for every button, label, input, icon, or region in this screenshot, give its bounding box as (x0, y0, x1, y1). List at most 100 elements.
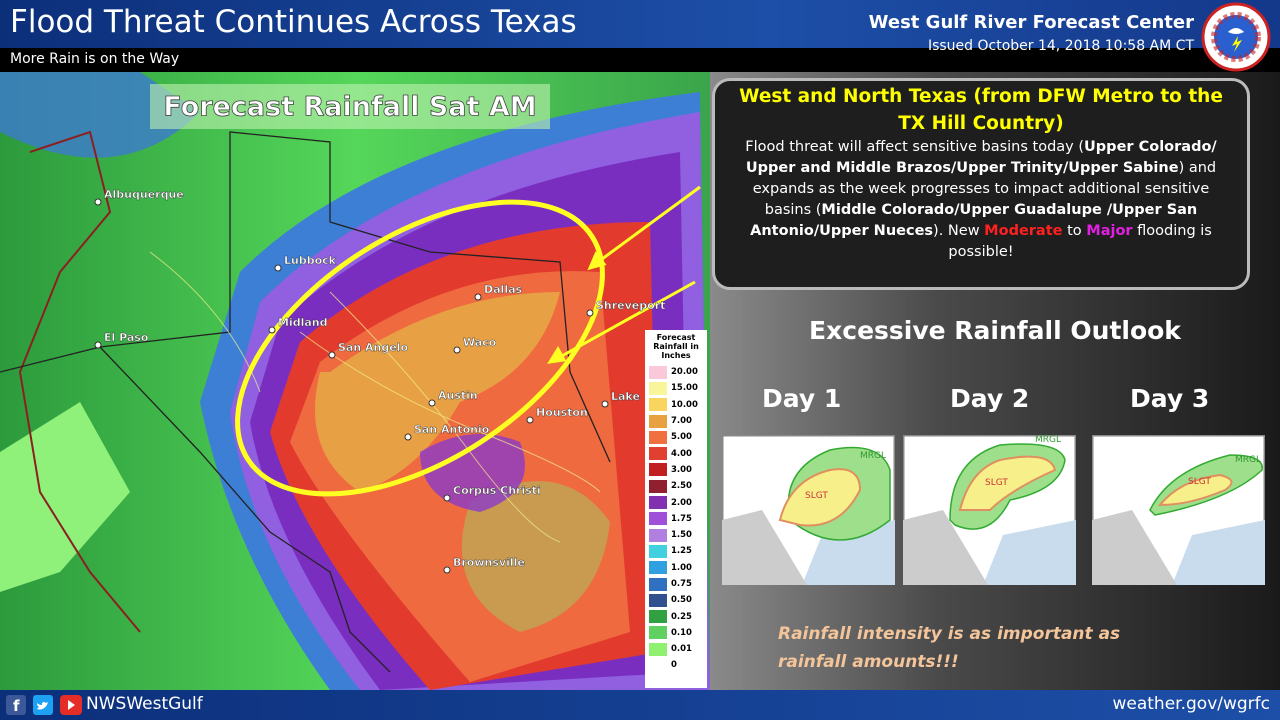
legend-row: 3.00 (645, 462, 707, 478)
day-label: Day 1 (762, 384, 842, 413)
website: weather.gov/wgrfc (1112, 694, 1270, 714)
legend-row: 15.00 (645, 380, 707, 396)
outlook-map: MRGL SLGT (722, 435, 895, 585)
city-dot (404, 433, 412, 441)
day-label: Day 2 (950, 384, 1030, 413)
city-dot (328, 351, 336, 359)
city-dot (274, 264, 282, 272)
legend-row: 0 (645, 657, 707, 673)
note-line: rainfall amounts!!! (778, 652, 959, 672)
legend-label: 0.10 (671, 627, 692, 638)
footer (0, 690, 1280, 720)
legend-label: 0.75 (671, 579, 692, 589)
legend-row: 20.00 (645, 364, 707, 380)
legend-label: 5.00 (671, 432, 692, 443)
legend-label: 15.00 (671, 383, 698, 394)
legend-row: 1.00 (645, 560, 707, 576)
note: Rainfall intensity is as important as rai… (778, 620, 1120, 676)
legend-label: 0.25 (671, 611, 692, 622)
zone-slgt (958, 455, 1057, 511)
mexico (903, 510, 988, 585)
legend-row: 7.00 (645, 413, 707, 429)
legend-swatch (649, 496, 667, 510)
city-label: San Angelo (338, 341, 408, 354)
city-dot (601, 400, 609, 408)
city-dot (443, 566, 451, 574)
legend-swatch (649, 561, 667, 575)
callout-text: Moderate (984, 223, 1063, 239)
city-label: El Paso (104, 331, 149, 344)
office-name: West Gulf River Forecast Center (868, 12, 1194, 33)
city-label: Lake (611, 390, 640, 403)
legend-swatch (649, 430, 667, 444)
legend-label: 10.00 (671, 399, 698, 410)
legend-swatch (649, 398, 667, 412)
callout-text: ) and expands as the week progresses to … (752, 160, 1217, 218)
callout-box: West and North Texas (from DFW Metro to … (712, 78, 1250, 290)
legend-row: 5.00 (645, 429, 707, 445)
svg-text:f: f (13, 697, 20, 715)
callout-text: Upper Colorado/ Upper and Middle Brazos/… (745, 139, 1217, 176)
legend-label: 2.50 (671, 481, 692, 492)
city-dot (428, 399, 436, 407)
legend-label: 20.00 (671, 367, 698, 378)
subtitle: More Rain is on the Way (0, 48, 710, 70)
zone-label: MRGL (1235, 455, 1261, 465)
legend-row: 1.75 (645, 511, 707, 527)
legend-title: Inches (661, 351, 691, 360)
map-title: Forecast Rainfall Sat AM (163, 92, 536, 123)
city-dot (268, 326, 276, 334)
callout-text: Flood threat will affect sensitive basin… (745, 139, 1085, 155)
legend-label: 1.25 (671, 546, 692, 557)
legend-row: 0.25 (645, 608, 707, 624)
zone-label: SLGT (985, 478, 1008, 488)
legend-label: 0.01 (671, 644, 692, 655)
city-label: Dallas (484, 283, 523, 296)
city-label: Lubbock (284, 254, 337, 267)
legend-swatch (649, 512, 667, 526)
legend-swatch (649, 577, 667, 591)
gulf (1172, 520, 1265, 585)
zone-slgt (778, 468, 862, 527)
city-label: Brownsville (453, 556, 525, 569)
legend-swatch (649, 626, 667, 640)
city-label: Corpus Christi (453, 484, 541, 497)
city-dot (443, 494, 451, 502)
zone-slgt (1157, 473, 1233, 507)
legend-row: 4.00 (645, 445, 707, 461)
city-label: Houston (536, 406, 588, 419)
legend-label: 4.00 (671, 448, 692, 459)
social-icons: f (6, 695, 82, 715)
legend-label: 1.00 (671, 562, 692, 573)
city-label: Shreveport (596, 299, 665, 312)
city-dot (94, 198, 102, 206)
mexico (722, 510, 807, 585)
zone-label: SLGT (1188, 477, 1211, 487)
legend-swatch (649, 658, 667, 672)
callout-text: Middle Colorado/Upper Guadalupe /Upper S… (750, 202, 1198, 239)
zone-label: SLGT (805, 491, 828, 501)
legend-row: 0.75 (645, 576, 707, 592)
legend-swatch (649, 463, 667, 477)
legend-swatch (649, 610, 667, 624)
legend-row: 0.10 (645, 625, 707, 641)
legend-label: 2.00 (671, 497, 692, 508)
callout-text: ). New (933, 223, 985, 239)
legend-swatch (649, 544, 667, 558)
city-label: San Antonio (414, 423, 490, 436)
legend-label: 1.50 (671, 530, 692, 541)
legend-label: 0.50 (671, 595, 692, 606)
zone-label: MRGL (1035, 435, 1061, 445)
map-legend: Forecast Rainfall in Inches 20.00 15.00 10.00… (645, 330, 707, 688)
rainfall-map: Forecast Rainfall Sat AM Albuquerque Lubb… (0, 72, 710, 690)
zone-label: MRGL (860, 451, 886, 461)
title: Flood Threat Continues Across Texas (10, 4, 577, 40)
legend-row: 1.25 (645, 543, 707, 559)
legend-row: 0.50 (645, 592, 707, 608)
legend-label: 1.75 (671, 513, 692, 524)
social-handle: NWSWestGulf (86, 694, 203, 714)
legend-swatch (649, 414, 667, 428)
city-dot (474, 293, 482, 301)
legend-swatch (649, 642, 667, 656)
legend-swatch (649, 528, 667, 542)
